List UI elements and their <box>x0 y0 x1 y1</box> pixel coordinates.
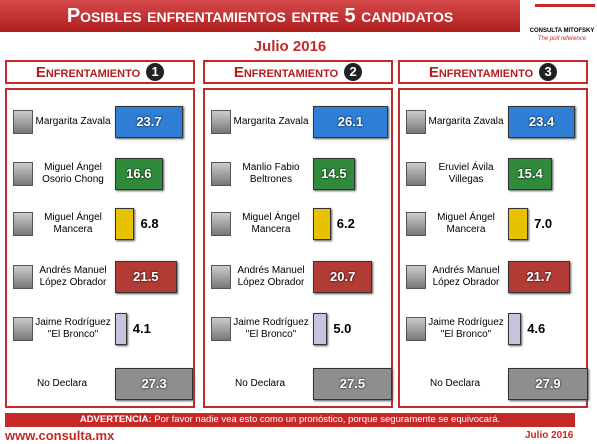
panel: Margarita Zavala 26.1 Manlio Fabio Beltron… <box>203 88 393 408</box>
panel-number: 2 <box>344 63 363 81</box>
bar <box>115 261 177 293</box>
category-label: Miguel Ángel Mancera <box>242 212 300 235</box>
category-label: Miguel Ángel Osorio Chong <box>42 162 104 185</box>
photo <box>211 265 231 289</box>
category-label: Andrés Manuel López Obrador <box>432 265 500 288</box>
value-label: 4.6 <box>527 321 546 336</box>
value-label: 27.5 <box>339 376 366 391</box>
bar <box>508 313 522 345</box>
value-label: 23.4 <box>528 114 555 129</box>
bar <box>508 106 576 138</box>
value-label: 16.6 <box>126 166 152 181</box>
value-label: 6.2 <box>336 216 355 231</box>
bar <box>313 313 328 345</box>
value-label: 26.1 <box>337 114 364 129</box>
panel: Margarita Zavala 23.7 Miguel Ángel Osorio … <box>5 88 195 408</box>
bar <box>115 368 194 400</box>
bar <box>313 261 373 293</box>
category-label: No Declara <box>234 378 286 389</box>
category-label: Eruviel Ávila Villegas <box>438 162 494 185</box>
value-label: 27.9 <box>535 376 561 391</box>
panel-label: Enfrentamiento <box>233 63 339 81</box>
value-label: 5.0 <box>333 321 352 336</box>
category-label: Margarita Zavala <box>428 116 504 127</box>
category-label: Margarita Zavala <box>233 116 309 127</box>
value-label: 14.5 <box>321 166 347 181</box>
category-label: Miguel Ángel Mancera <box>44 212 102 235</box>
value-label: 6.8 <box>140 216 159 231</box>
panel-number: 3 <box>539 63 558 81</box>
panel-header: Enfrentamiento 1 <box>5 60 195 84</box>
photo <box>211 317 231 341</box>
category-label: Manlio Fabio Beltrones <box>242 162 300 185</box>
warning-text: Por favor nadie vea esto como un pronóst… <box>154 414 501 425</box>
photo <box>211 110 231 134</box>
value-label: 21.7 <box>526 269 552 284</box>
bar <box>313 368 392 400</box>
photo <box>406 212 426 236</box>
bar <box>115 158 163 190</box>
panel-number: 1 <box>146 63 165 81</box>
bar <box>313 106 388 138</box>
title: Posibles enfrentamientos entre 5 candida… <box>0 0 520 32</box>
warning-label: ADVERTENCIA: <box>79 414 152 425</box>
bar <box>508 208 529 240</box>
panel-label: Enfrentamiento <box>428 63 534 81</box>
bar <box>115 208 135 240</box>
logo-tagline: The poll reference <box>537 36 587 42</box>
photo <box>406 110 426 134</box>
value-label: 15.4 <box>517 166 543 181</box>
photo <box>406 317 426 341</box>
category-label: Jaime Rodríguez "El Bronco" <box>35 317 111 340</box>
category-label: Miguel Ángel Mancera <box>437 212 495 235</box>
panel-header: Enfrentamiento 3 <box>398 60 588 84</box>
value-label: 7.0 <box>534 216 553 231</box>
value-label: 20.7 <box>330 269 356 284</box>
bar <box>508 368 588 400</box>
bar <box>508 261 571 293</box>
photo <box>13 212 33 236</box>
category-label: Andrés Manuel López Obrador <box>237 265 305 288</box>
value-label: 21.5 <box>133 269 159 284</box>
logo: CONSULTA MITOFSKY <box>529 28 595 34</box>
photo <box>13 317 33 341</box>
bar <box>115 313 127 345</box>
photo <box>13 162 33 186</box>
photo <box>13 265 33 289</box>
bar <box>313 158 355 190</box>
photo <box>406 162 426 186</box>
panel-label: Enfrentamiento <box>35 63 141 81</box>
footer-date: Julio 2016 <box>525 430 574 441</box>
bar <box>115 106 183 138</box>
panel-header: Enfrentamiento 2 <box>203 60 393 84</box>
bar <box>313 208 331 240</box>
category-label: Andrés Manuel López Obrador <box>39 265 107 288</box>
category-label: No Declara <box>429 378 481 389</box>
bar <box>508 158 553 190</box>
value-label: 23.7 <box>136 114 162 129</box>
category-label: Jaime Rodríguez "El Bronco" <box>428 317 504 340</box>
panel: Margarita Zavala 23.4 Eruviel Ávila Villeg… <box>398 88 588 408</box>
photo <box>406 265 426 289</box>
photo <box>211 212 231 236</box>
photo <box>13 110 33 134</box>
category-label: Margarita Zavala <box>35 116 111 127</box>
subtitle: Julio 2016 <box>253 38 327 55</box>
category-label: No Declara <box>36 378 88 389</box>
photo <box>211 162 231 186</box>
value-label: 27.3 <box>141 376 167 391</box>
logo-mark <box>535 4 595 29</box>
warning: ADVERTENCIA: Por favor nadie vea esto co… <box>5 413 575 427</box>
footer-url: www.consulta.mx <box>5 428 115 443</box>
value-label: 4.1 <box>132 321 151 336</box>
category-label: Jaime Rodríguez "El Bronco" <box>233 317 309 340</box>
